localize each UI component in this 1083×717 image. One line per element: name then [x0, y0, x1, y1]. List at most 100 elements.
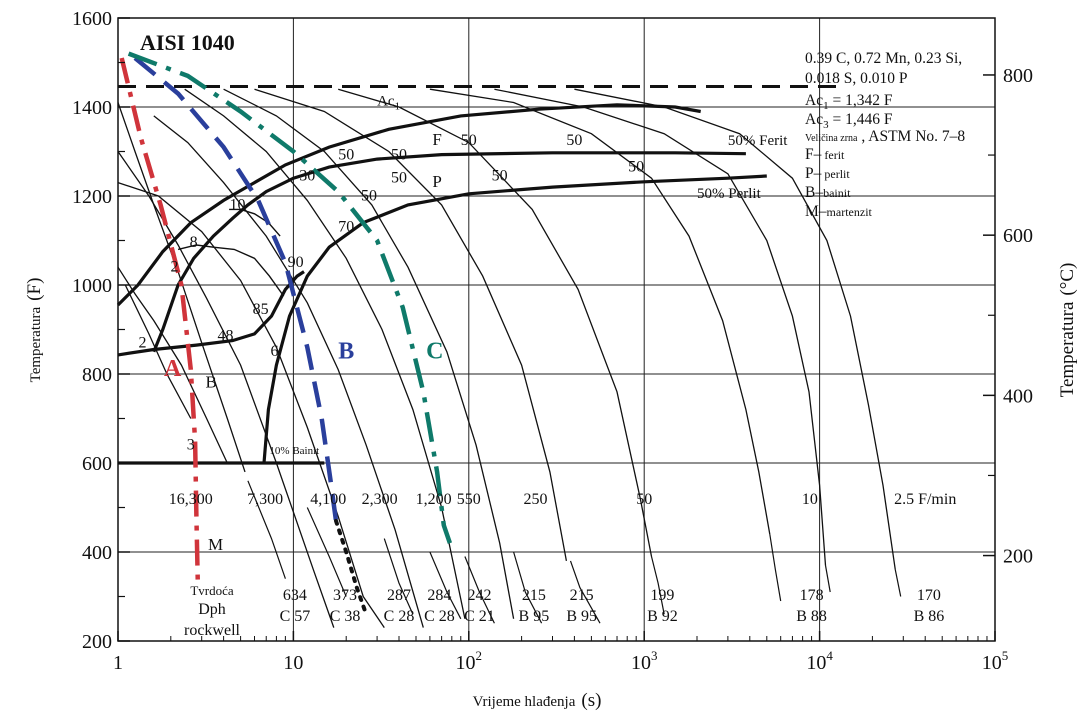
legend-bainit: B–bainit	[805, 184, 851, 201]
x-tick-label: 103	[631, 648, 658, 674]
label-ac1: Ac1	[377, 94, 400, 113]
y2-tick-label: 200	[1003, 546, 1033, 568]
x-axis-label: Vrijeme hlađenja (s)	[473, 690, 602, 711]
hardness-rockwell-value: C 21	[464, 608, 495, 625]
cooling-curve	[117, 181, 385, 628]
legend-martenzit: M–martenzit	[805, 203, 873, 220]
percent-label: 50	[338, 147, 354, 164]
cooling-rate-label: 2.5 F/min	[894, 491, 956, 508]
percent-label: 50	[566, 132, 582, 149]
cooling-path-c	[127, 51, 453, 544]
cooling-rate-label: 16,300	[169, 491, 213, 508]
cooling-curve	[494, 88, 827, 566]
y-tick-label: 1600	[72, 8, 112, 30]
cooling-curve-tail	[569, 560, 601, 624]
cooling-rate-label: 7,300	[247, 491, 283, 508]
y-tick-label: 400	[82, 542, 112, 564]
percent-label: 6	[270, 343, 278, 360]
label-bainite: B	[206, 372, 217, 391]
hardness-rockwell-value: B 95	[566, 608, 597, 625]
cooling-curve-tail	[306, 507, 347, 597]
hardness-rockwell-value: C 28	[384, 608, 415, 625]
x-tick-label: 102	[456, 648, 483, 674]
cooling-curve	[223, 88, 515, 619]
hardness-dph-label: Dph	[198, 601, 226, 618]
label-bainite-10: 10% Bainit	[269, 445, 319, 457]
hardness-title: Tvrdoća	[190, 583, 234, 598]
hardness-rockwell-label: rockwell	[184, 622, 241, 639]
percent-label: 30	[299, 167, 315, 184]
hardness-dph-value: 178	[800, 587, 824, 604]
label-ferrite: F	[432, 130, 441, 149]
cooling-curve	[117, 151, 335, 628]
bainite-start-curve	[117, 270, 305, 357]
hardness-dph-value: 199	[650, 587, 674, 604]
hardness-dph-value: 215	[522, 587, 546, 604]
hardness-dph-value: 373	[333, 587, 357, 604]
cooling-rate-label: 550	[457, 491, 481, 508]
ferrite-start-curve	[116, 103, 701, 307]
legend-perlit: P– perlit	[805, 165, 850, 182]
percent-label: 50	[361, 187, 377, 204]
hardness-dph-value: 170	[917, 587, 941, 604]
hardness-dph-value: 242	[467, 587, 491, 604]
annotations: Ac1 F P B M 50% Ferit 50% Perlit 10% Bainit 50 50…	[139, 94, 957, 625]
percent-label: 8	[190, 234, 198, 251]
y2-tick-label: 800	[1003, 65, 1033, 87]
composition-line-2: 0.018 S, 0.010 P	[805, 70, 908, 87]
y2-tick-label: 600	[1003, 225, 1033, 247]
cooling-curve-tail	[383, 538, 414, 615]
ac1-info: Ac1 = 1,342 F	[805, 92, 893, 112]
ferrite-50-curve	[152, 151, 746, 353]
path-label-b: B	[338, 338, 354, 364]
cooling-curve	[574, 88, 896, 570]
percent-label: 90	[288, 254, 304, 271]
cooling-curves	[117, 88, 902, 628]
label-martensite: M	[208, 535, 223, 554]
percent-label: 50	[628, 159, 644, 176]
cooling-rate-label: 250	[523, 491, 547, 508]
percent-label: 50	[391, 147, 407, 164]
y-tick-label: 1400	[72, 97, 112, 119]
x-tick-label: 105	[982, 648, 1009, 674]
cooling-rate-label: 4,100	[310, 491, 346, 508]
percent-label: 50	[461, 132, 477, 149]
y-tick-label: 200	[82, 631, 112, 653]
cooling-rate-label: 2,300	[362, 491, 398, 508]
percent-label: 70	[338, 219, 354, 236]
cooling-rate-label: 50	[636, 491, 652, 508]
label-pearlite-50: 50% Perlit	[697, 186, 762, 202]
cooling-rate-label: 10	[802, 491, 818, 508]
y-tick-label: 1200	[72, 186, 112, 208]
label-ferrite-50: 50% Ferit	[728, 133, 788, 149]
info-block: 0.39 C, 0.72 Mn, 0.23 Si, 0.018 S, 0.010…	[805, 50, 965, 220]
ferrite-10-contour	[229, 208, 281, 237]
cooling-curve-tail	[824, 565, 831, 593]
y-tick-label: 800	[82, 364, 112, 386]
label-pearlite: P	[432, 172, 441, 191]
path-label-a: A	[164, 356, 182, 382]
y-tick-label: 600	[82, 453, 112, 475]
x-tick-label: 10	[283, 652, 303, 674]
x-tick-label: 1	[113, 652, 123, 674]
cooling-rate-label: 1,200	[416, 491, 452, 508]
y-axis-right-label: Temperatura(°C)	[1057, 263, 1078, 398]
percent-label: 50	[391, 170, 407, 187]
cooling-paths	[119, 51, 453, 617]
cooling-curve	[429, 88, 771, 535]
hardness-dph-value: 215	[570, 587, 594, 604]
cooling-curve	[124, 284, 192, 419]
cooling-curve-tail	[769, 534, 782, 602]
axes: 200 400 600 800 1000 1200 1400 1600 200 400 600 800…	[72, 8, 1033, 674]
ac3-info: Ac3 = 1,446 F	[805, 111, 893, 131]
cooling-curve	[153, 115, 424, 628]
percent-label: 10	[229, 196, 245, 213]
cooling-path-a	[119, 57, 201, 584]
cooling-curve-tail	[894, 569, 902, 597]
hardness-rockwell-value: B 86	[914, 608, 945, 625]
cooling-curve-tail	[247, 480, 286, 579]
hardness-rockwell-value: C 38	[330, 608, 361, 625]
percent-label: 2	[139, 334, 147, 351]
cooling-curve	[254, 88, 568, 562]
